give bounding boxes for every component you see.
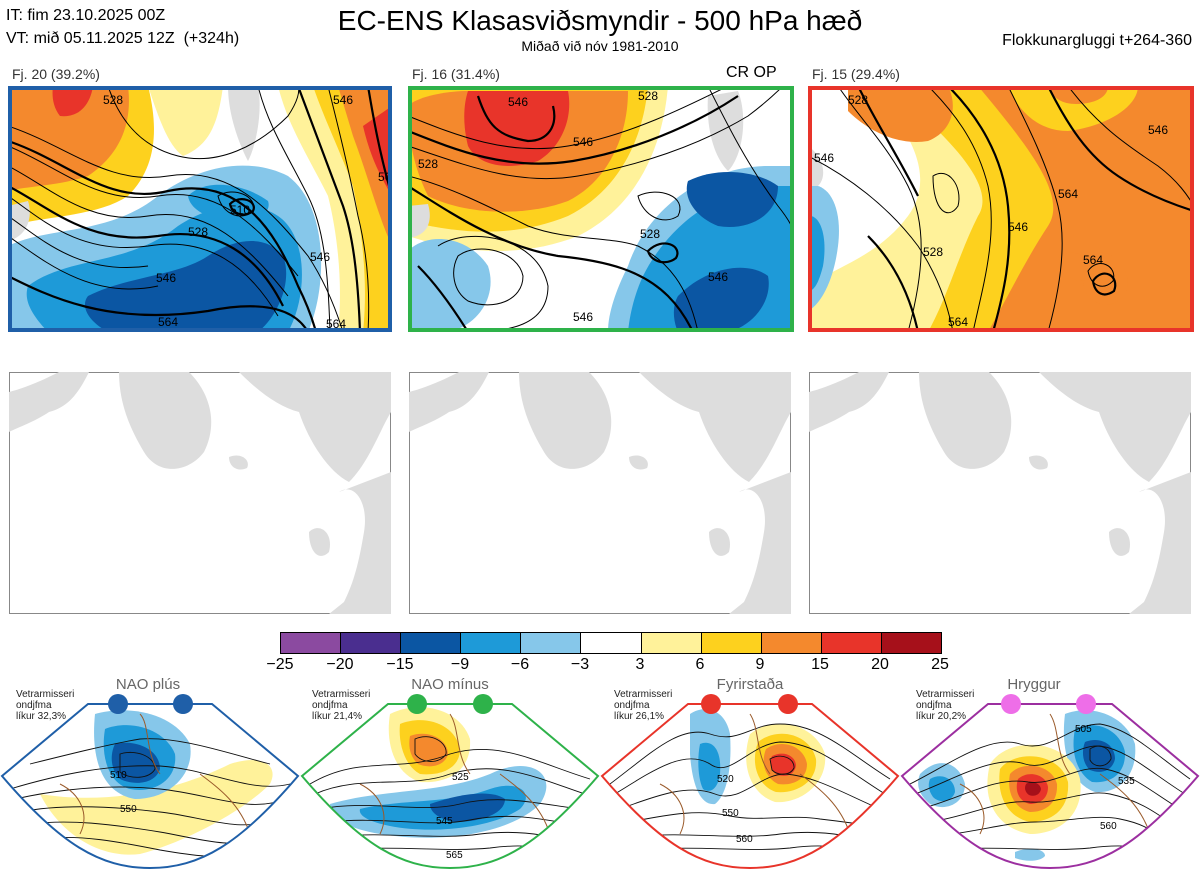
- colorbar-tick: −20: [326, 656, 354, 673]
- cluster-1-contour-label: 528: [188, 225, 208, 239]
- cluster-1-contour-label: 546: [310, 250, 330, 264]
- regime-2-contour-label: 545: [436, 816, 453, 827]
- cluster-2-contour-label: 546: [708, 270, 728, 284]
- cluster-1-contour-label: 564: [158, 315, 178, 329]
- cluster-2-contour-label: 528: [640, 227, 660, 241]
- regime-2-contour-label: 565: [446, 850, 463, 861]
- colorbar-tick: −6: [510, 656, 530, 673]
- cluster-2-contour-label: 546: [573, 135, 593, 149]
- cluster-2-map: 528 546 528 528 546 546 546: [408, 86, 794, 332]
- empty-map-2: [409, 372, 791, 614]
- regime-1-title: NAO plús: [115, 676, 181, 693]
- colorbar-tick: 3: [635, 656, 645, 673]
- cluster-1-map: 528 510 528 546 546 564 546 564 564: [8, 86, 392, 332]
- cluster-2-contour-label: 528: [418, 157, 438, 171]
- page-subtitle: Miðað við nóv 1981-2010: [521, 38, 679, 54]
- cluster-3-contour-label: 564: [1083, 253, 1103, 267]
- regime-3-map: 520 550 560: [600, 694, 900, 870]
- colorbar-tick: 20: [871, 656, 889, 673]
- colorbar-tick: 25: [931, 656, 949, 673]
- regime-2-title: NAO mínus: [411, 676, 489, 693]
- regime-2-dot: [407, 694, 427, 714]
- colorbar-swatch: [701, 633, 762, 653]
- colorbar-swatch: [581, 633, 642, 653]
- empty-map-1: [9, 372, 391, 614]
- cluster-2-tag: CR OP: [726, 64, 777, 81]
- initial-time: IT: fim 23.10.2025 00Z: [6, 7, 166, 24]
- colorbar-tick: −15: [386, 656, 414, 673]
- colorbar-tick: −25: [266, 656, 294, 673]
- cluster-3-contour-label: 528: [848, 93, 868, 107]
- cluster-1-label: Fj. 20 (39.2%): [12, 66, 100, 82]
- cluster-3-contour-label: 546: [1148, 123, 1168, 137]
- cluster-1-contour-label: 546: [333, 93, 353, 107]
- cluster-3-map: 528 546 546 564 528 546 564 564: [808, 86, 1194, 332]
- colorbar-swatch: [401, 633, 462, 653]
- colorbar-tick: 15: [811, 656, 829, 673]
- regime-4-contour-label: 505: [1075, 724, 1092, 735]
- regime-2-note: Vetrarmisseri ondjfma líkur 21,4%: [312, 689, 371, 722]
- regime-4-map: 505 535 560: [900, 694, 1200, 870]
- colorbar-swatch: [881, 633, 942, 653]
- cluster-3-contour-label: 564: [948, 315, 968, 329]
- cluster-2-contour-label: 528: [638, 89, 658, 103]
- colorbar-tick: 9: [755, 656, 765, 673]
- cluster-1-contour-label: 564: [378, 170, 392, 184]
- page-title: EC-ENS Klasasviðsmyndir - 500 hPa hæð: [337, 5, 863, 36]
- regime-4-note: Vetrarmisseri ondjfma líkur 20,2%: [916, 689, 975, 722]
- colorbar-swatch: [281, 633, 342, 653]
- cluster-2-contour-label: 546: [573, 310, 593, 324]
- regime-4-contour-label: 560: [1100, 821, 1117, 832]
- colorbar-swatch: [821, 633, 882, 653]
- regime-2-dot: [473, 694, 493, 714]
- colorbar-swatch: [761, 633, 822, 653]
- regime-2-contour-label: 525: [452, 772, 469, 783]
- regime-4-dot: [1001, 694, 1021, 714]
- regime-2-map: 525 545 565: [300, 694, 600, 870]
- regime-1-contour-label: 510: [110, 770, 127, 781]
- cluster-1-contour-label: 510: [230, 203, 250, 217]
- regime-3-dot: [701, 694, 721, 714]
- colorbar-swatch: [521, 633, 582, 653]
- cluster-3-contour-label: 564: [1058, 187, 1078, 201]
- colorbar-tick: −3: [570, 656, 590, 673]
- cluster-1-contour-label: 528: [103, 93, 123, 107]
- regime-3-contour-label: 560: [736, 834, 753, 845]
- valid-time: VT: mið 05.11.2025 12Z (+324h): [6, 30, 240, 47]
- empty-map-3: [809, 372, 1191, 614]
- cluster-1-contour-label: 564: [326, 317, 346, 331]
- regime-4-dot: [1076, 694, 1096, 714]
- regime-3-title: Fyrirstaða: [716, 676, 784, 693]
- cluster-2-contour-label: 546: [508, 95, 528, 109]
- anomaly-colorbar: [280, 632, 942, 654]
- cluster-3-label: Fj. 15 (29.4%): [812, 66, 900, 82]
- cluster-3-contour-label: 546: [1008, 220, 1028, 234]
- colorbar-swatch: [641, 633, 702, 653]
- regime-3-contour-label: 520: [717, 774, 734, 785]
- regime-3-dot: [778, 694, 798, 714]
- regime-1-dot: [173, 694, 193, 714]
- regime-1-dot: [108, 694, 128, 714]
- colorbar-swatch: [461, 633, 522, 653]
- cluster-1-contour-label: 546: [156, 271, 176, 285]
- cluster-3-contour-label: 546: [814, 151, 834, 165]
- regime-1-note: Vetrarmisseri ondjfma líkur 32,3%: [16, 689, 75, 722]
- regime-4-contour-label: 535: [1118, 776, 1135, 787]
- regime-1-map: 510 550: [0, 694, 300, 870]
- regime-3-note: Vetrarmisseri ondjfma líkur 26,1%: [614, 689, 673, 722]
- colorbar-tick: −9: [450, 656, 470, 673]
- cluster-3-contour-label: 528: [923, 245, 943, 259]
- regime-3-contour-label: 550: [722, 808, 739, 819]
- cluster-2-label: Fj. 16 (31.4%): [412, 66, 500, 82]
- regime-1-contour-label: 550: [120, 804, 137, 815]
- colorbar-tick: 6: [695, 656, 705, 673]
- classification-window: Flokkunargluggi t+264-360: [1002, 32, 1192, 49]
- colorbar-swatch: [341, 633, 402, 653]
- regime-4-title: Hryggur: [1007, 676, 1061, 693]
